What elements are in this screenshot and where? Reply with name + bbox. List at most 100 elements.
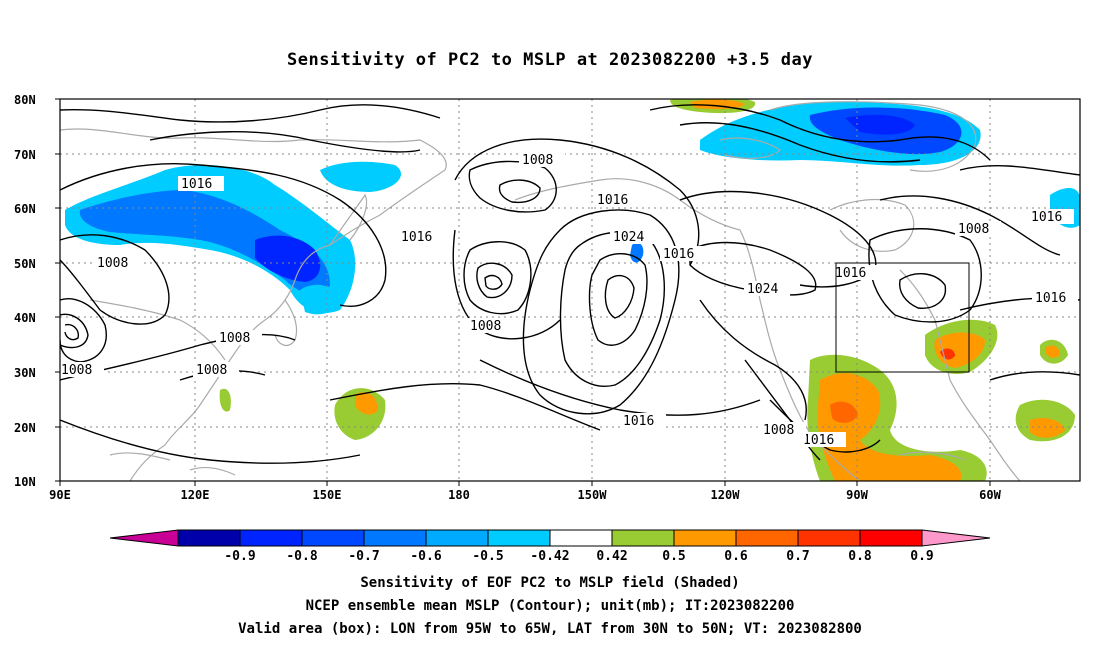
lat-label: 80N <box>14 93 36 107</box>
contour-tropical <box>60 419 361 464</box>
contour-label: 1008 <box>196 363 227 378</box>
contour-label: 1016 <box>803 433 834 448</box>
colorbar-label: 0.9 <box>910 549 933 564</box>
colorbar-extend-high <box>921 529 991 547</box>
contour-labels: 1016 1008 1008 1008 1008 1008 1008 1016 … <box>60 152 1078 448</box>
contour-label: 1016 <box>835 266 866 281</box>
contour-greenland <box>649 104 991 161</box>
coast-kamchatka <box>329 193 368 246</box>
lat-label: 70N <box>14 148 36 162</box>
shade-blue-pacific-dot <box>630 242 644 263</box>
shade-green-philippines <box>219 388 231 412</box>
shade-orange-pacific <box>355 392 378 415</box>
shade-orange-atlantic-2 <box>1045 345 1060 358</box>
contour-na-1024 <box>689 241 817 296</box>
colorbar-label: 0.8 <box>848 549 872 564</box>
shade-orange-arctic <box>690 99 745 110</box>
shade-blue-greenland-core <box>845 114 915 135</box>
contour-label: 1016 <box>663 247 694 262</box>
caption-shaded: Sensitivity of EOF PC2 to MSLP field (Sh… <box>360 575 740 591</box>
colorbar-swatch <box>735 529 799 547</box>
colorbar-label: -0.5 <box>472 549 503 564</box>
lon-label: 90W <box>846 488 868 502</box>
contour-pacific-low-2 <box>498 179 541 204</box>
lat-label: 60N <box>14 202 36 216</box>
contour-east-low <box>898 273 947 309</box>
contour-label: 1008 <box>61 363 92 378</box>
colorbar-swatch <box>425 529 489 547</box>
colorbar-swatch <box>239 529 303 547</box>
lat-label: 20N <box>14 421 36 435</box>
contour-siberia-1008 <box>60 234 170 325</box>
coast-indonesia <box>109 452 236 476</box>
contour-east-low-2 <box>868 228 982 323</box>
colorbar-label: -0.8 <box>286 549 317 564</box>
lon-label: 150E <box>313 488 342 502</box>
colorbar-extend-low <box>109 529 179 547</box>
contour-pacific-low-4 <box>476 262 513 299</box>
colorbar-swatch <box>797 529 861 547</box>
contour-pacific-1016-south-2 <box>329 383 601 431</box>
colorbar-label: 0.42 <box>596 549 627 564</box>
contour-west-low-2 <box>60 313 89 349</box>
contour-label: 1008 <box>958 222 989 237</box>
contour-label: 1008 <box>97 256 128 271</box>
colorbar-swatch <box>611 529 675 547</box>
contour-atlantic-south <box>989 371 1080 381</box>
contour-na-1016-2 <box>699 299 807 421</box>
coast-na-east <box>899 269 1021 481</box>
colorbar-swatch <box>363 529 427 547</box>
contour-arctic-north-2 <box>149 131 421 153</box>
contour-pacific-1016-south <box>479 359 761 416</box>
coast-caribbean <box>899 451 966 461</box>
colorbar-label: 0.5 <box>662 549 685 564</box>
colorbar-label: -0.7 <box>348 549 379 564</box>
lon-label: 150W <box>578 488 608 502</box>
axis-ticks <box>55 98 991 486</box>
shade-red-gulf <box>830 401 858 423</box>
shade-orange-atlantic <box>1030 418 1065 438</box>
contour-arctic-north <box>60 104 441 123</box>
lon-label: 90E <box>49 488 71 502</box>
valid-area-box <box>835 262 970 373</box>
contour-pacific-low-1 <box>468 160 557 213</box>
colorbar-label: -0.9 <box>224 549 255 564</box>
colorbar-swatch <box>859 529 923 547</box>
contour-na-1016-1 <box>679 190 877 288</box>
contour-pacific-1016 <box>454 138 700 266</box>
coast-asia-east <box>129 169 446 481</box>
colorbar-swatch <box>301 529 365 547</box>
lat-label: 40N <box>14 311 36 325</box>
coast-siberia-north <box>60 128 447 171</box>
colorbar-swatch <box>673 529 737 547</box>
caption-contour: NCEP ensemble mean MSLP (Contour); unit(… <box>305 598 795 614</box>
contour-pacific-high-1 <box>522 209 680 415</box>
lat-label: 50N <box>14 257 36 271</box>
map-frame <box>59 98 1081 482</box>
contour-label: 1016 <box>623 414 654 429</box>
lon-label: 120E <box>181 488 210 502</box>
colorbar: -0.9 -0.8 -0.7 -0.6 -0.5 -0.42 0.42 0.5 0.6 0.7 0.… <box>109 529 991 564</box>
colorbar-label: 0.7 <box>786 549 809 564</box>
colorbar-swatch <box>177 529 241 547</box>
contour-pacific-high-4 <box>604 274 635 319</box>
contour-atlantic-1016 <box>959 165 1080 176</box>
contour-west-low-1 <box>60 298 107 363</box>
contour-pacific-high-3 <box>588 253 648 346</box>
coast-china <box>89 299 226 361</box>
shading-positive <box>219 99 1075 481</box>
contour-label: 1016 <box>181 177 212 192</box>
coast-alaska <box>514 178 741 231</box>
lon-label: 180 <box>448 488 470 502</box>
lat-labels: 80N 70N 60N 50N 40N 30N 20N 10N <box>14 93 36 489</box>
contour-atlantic-1008 <box>879 195 1061 256</box>
contour-label: 1024 <box>747 282 778 297</box>
contour-label: 1016 <box>401 230 432 245</box>
shade-blue-okhotsk <box>255 235 321 282</box>
caption-valid-area: Valid area (box): LON from 95W to 65W, L… <box>238 621 862 637</box>
contour-label: 1016 <box>1031 210 1062 225</box>
coast-baffin <box>719 137 781 159</box>
mslp-contours <box>60 104 1080 464</box>
lon-labels: 90E 120E 150E 180 150W 120W 90W 60W <box>49 488 1001 502</box>
